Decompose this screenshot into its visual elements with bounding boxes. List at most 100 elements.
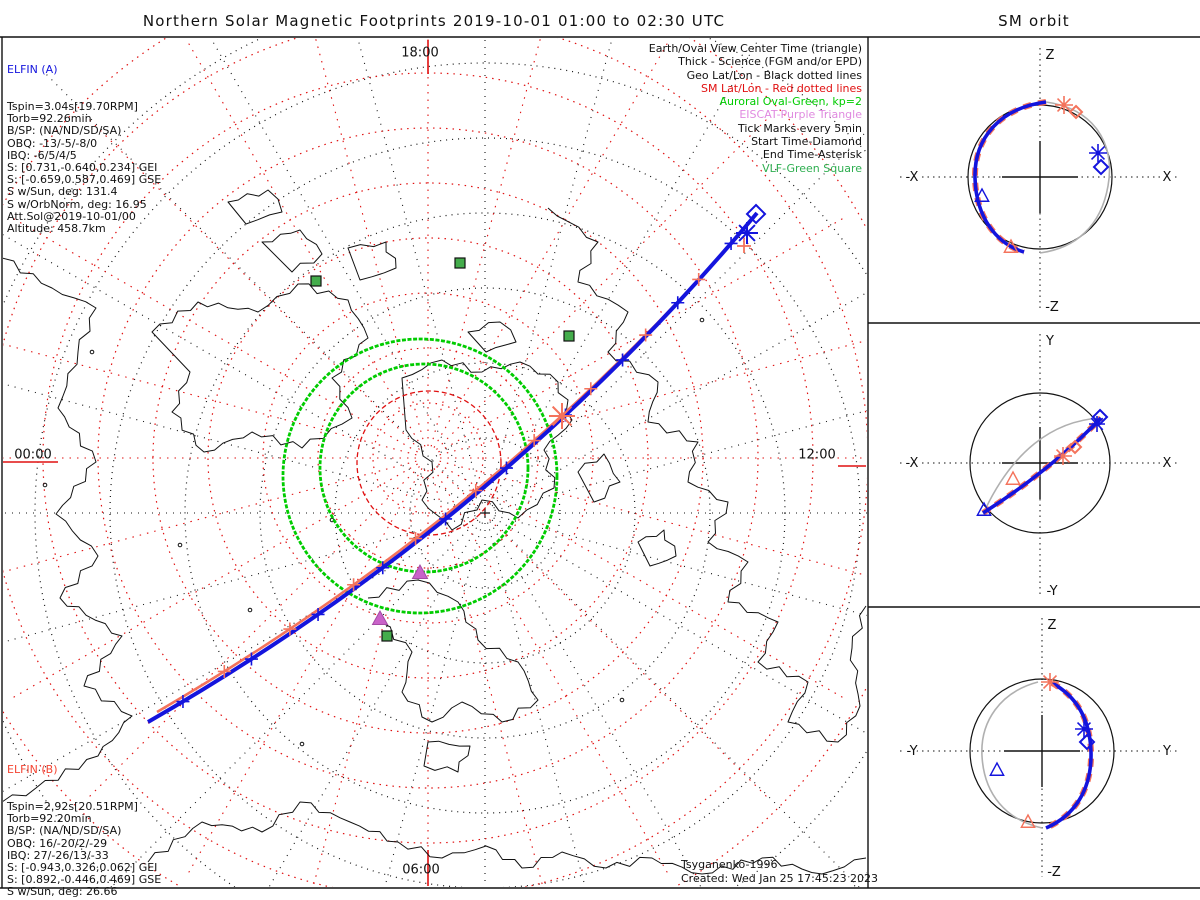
five-min-tick [244,652,258,666]
info-line: S: [-0.943,0.326,0.062] GEI [7,861,158,875]
info-line: S: [0.731,-0.640,0.234] GEI [7,161,158,175]
view-center-triangle-marker [974,187,990,202]
info-line: S w/OrbNorm, deg: 16.95 [7,197,147,211]
start-time-diamond-marker [1092,158,1110,176]
elfin-b-info-box: ELFIN (B) Tspin=2.92s[20.51RPM] Torb=92.2… [7,740,161,900]
legend-item: Auroral Oval-Green, kp=2 [719,95,862,109]
info-line: Att.Sol@2019-10-01/00 [7,209,136,223]
five-min-tick [692,272,706,286]
axis-label: X [1163,170,1172,185]
elfin-a-info-box: ELFIN (A) Tspin=3.04s[19.70RPM] Torb=92.2… [7,40,161,260]
five-min-tick [724,236,738,250]
geo-grid [3,38,867,887]
info-line: Torb=92.20min [7,812,92,826]
info-line: IBQ: 27/-26/13/-33 [7,848,109,862]
vlf-square-marker [563,330,575,342]
end-time-asterisk-marker [1055,96,1073,114]
created-timestamp: Created: Wed Jan 25 17:45:23 2023 [681,872,879,885]
page-title: Northern Solar Magnetic Footprints 2019-… [142,12,726,30]
legend-item: EISCAT-Purple Triangle [739,108,862,122]
axis-label: -X [906,170,919,185]
elfin-b-info-lines: Tspin=2.92s[20.51RPM] Torb=92.20min B/SP: … [7,800,162,900]
map-legend: Earth/Oval View Center Time (triangle) Th… [649,42,862,175]
end-time-asterisk-marker [1041,673,1059,691]
end-time-asterisk-marker [1054,447,1072,465]
five-min-tick [283,622,297,636]
five-min-tick [584,382,598,396]
info-line: S w/Sun, deg: 131.4 [7,185,118,199]
elfin-a-label: ELFIN (A) [7,63,58,77]
five-min-tick [376,561,390,575]
axis-label: -Y [1046,584,1057,599]
five-min-tick [439,512,453,526]
axis-label: Y [1162,744,1171,759]
field-model-label: Tsyganenko-1996 [681,858,778,871]
elfin-b-orbit-overlay [981,415,1104,516]
elfin-b-label: ELFIN (B) [7,763,58,777]
legend-item: Geo Lat/Lon - Black dotted lines [686,68,862,82]
eiscat-triangle-marker [411,563,429,579]
elfin-a-orbit [973,100,1047,254]
end-time-asterisk-marker [1075,720,1093,738]
end-time-asterisk-marker [1089,144,1107,162]
axis-label: -Y [906,744,917,759]
axis-label: X [1163,456,1172,471]
legend-item: Start Time-Diamond [751,135,862,149]
sm-orbit-title: SM orbit [998,12,1070,30]
info-line: S w/Sun, deg: 26.66 [7,885,118,899]
view-center-triangle-marker [1005,470,1021,485]
elfin-a-info-lines: Tspin=3.04s[19.70RPM] Torb=92.26min B/SP: … [7,100,161,236]
info-line: S w/OrbNorm, deg: 155.5 [7,898,161,900]
vlf-square-marker [381,630,393,642]
vlf-square-marker [310,275,322,287]
info-line: B/SP: (NA/ND/SD/SA) [7,124,122,138]
mlt-label: 06:00 [402,862,440,878]
vlf-square-marker [454,257,466,269]
sm-orbit-panel-3: Z -Z -Y Y [900,616,1180,883]
five-min-tick [639,328,653,342]
coastlines [3,189,867,875]
elfin-b-track [156,221,751,714]
terminator-circle [356,390,502,536]
five-min-tick [347,578,361,592]
legend-item: Earth/Oval View Center Time (triangle) [648,42,862,55]
start-time-diamond-marker [1067,439,1083,455]
info-line: S: [0.892,-0.446,0.469] GSE [7,873,162,887]
start-time-diamond-marker [1068,104,1084,120]
elfin-b-orbit-overlay [1044,680,1095,831]
mlt-label: 00:00 [14,447,52,463]
axis-label: Z [1048,618,1057,633]
info-line: Tspin=2.92s[20.51RPM] [7,800,138,814]
end-time-asterisk-marker [1089,416,1105,432]
five-min-tick [176,695,190,709]
elfin-b-orbit [981,681,1043,829]
axis-label: -X [906,456,919,471]
axis-label: -Z [1045,300,1059,315]
five-min-tick [217,664,231,678]
info-line: Altitude: 458.7km [7,222,106,236]
five-min-tick [409,532,423,546]
start-time-diamond-marker [1078,733,1096,751]
sm-grid [3,38,867,887]
end-time-asterisk-marker [549,403,575,429]
axis-label: Z [1046,48,1055,63]
five-min-tick [499,461,513,475]
elfin-a-orbit [1045,681,1093,830]
view-center-triangle-marker [1003,238,1019,253]
axis-label: -Z [1047,865,1061,880]
mlt-label: 12:00 [798,447,836,463]
info-line: Tspin=3.04s[19.70RPM] [7,100,138,114]
legend-item: VLF-Green Square [762,161,862,175]
five-min-tick [527,434,541,448]
mlt-label: 18:00 [401,45,439,61]
frame-lines [0,36,1200,889]
view-center-triangle-marker [1020,813,1036,828]
view-center-triangle-marker [976,501,992,516]
footprint-tracks [147,211,759,724]
five-min-tick [469,484,483,497]
info-line: IBQ: -6/5/4/5 [7,148,77,162]
info-line: Torb=92.26min [7,112,92,126]
info-line: OBQ: 16/-20/2/-29 [7,836,108,850]
